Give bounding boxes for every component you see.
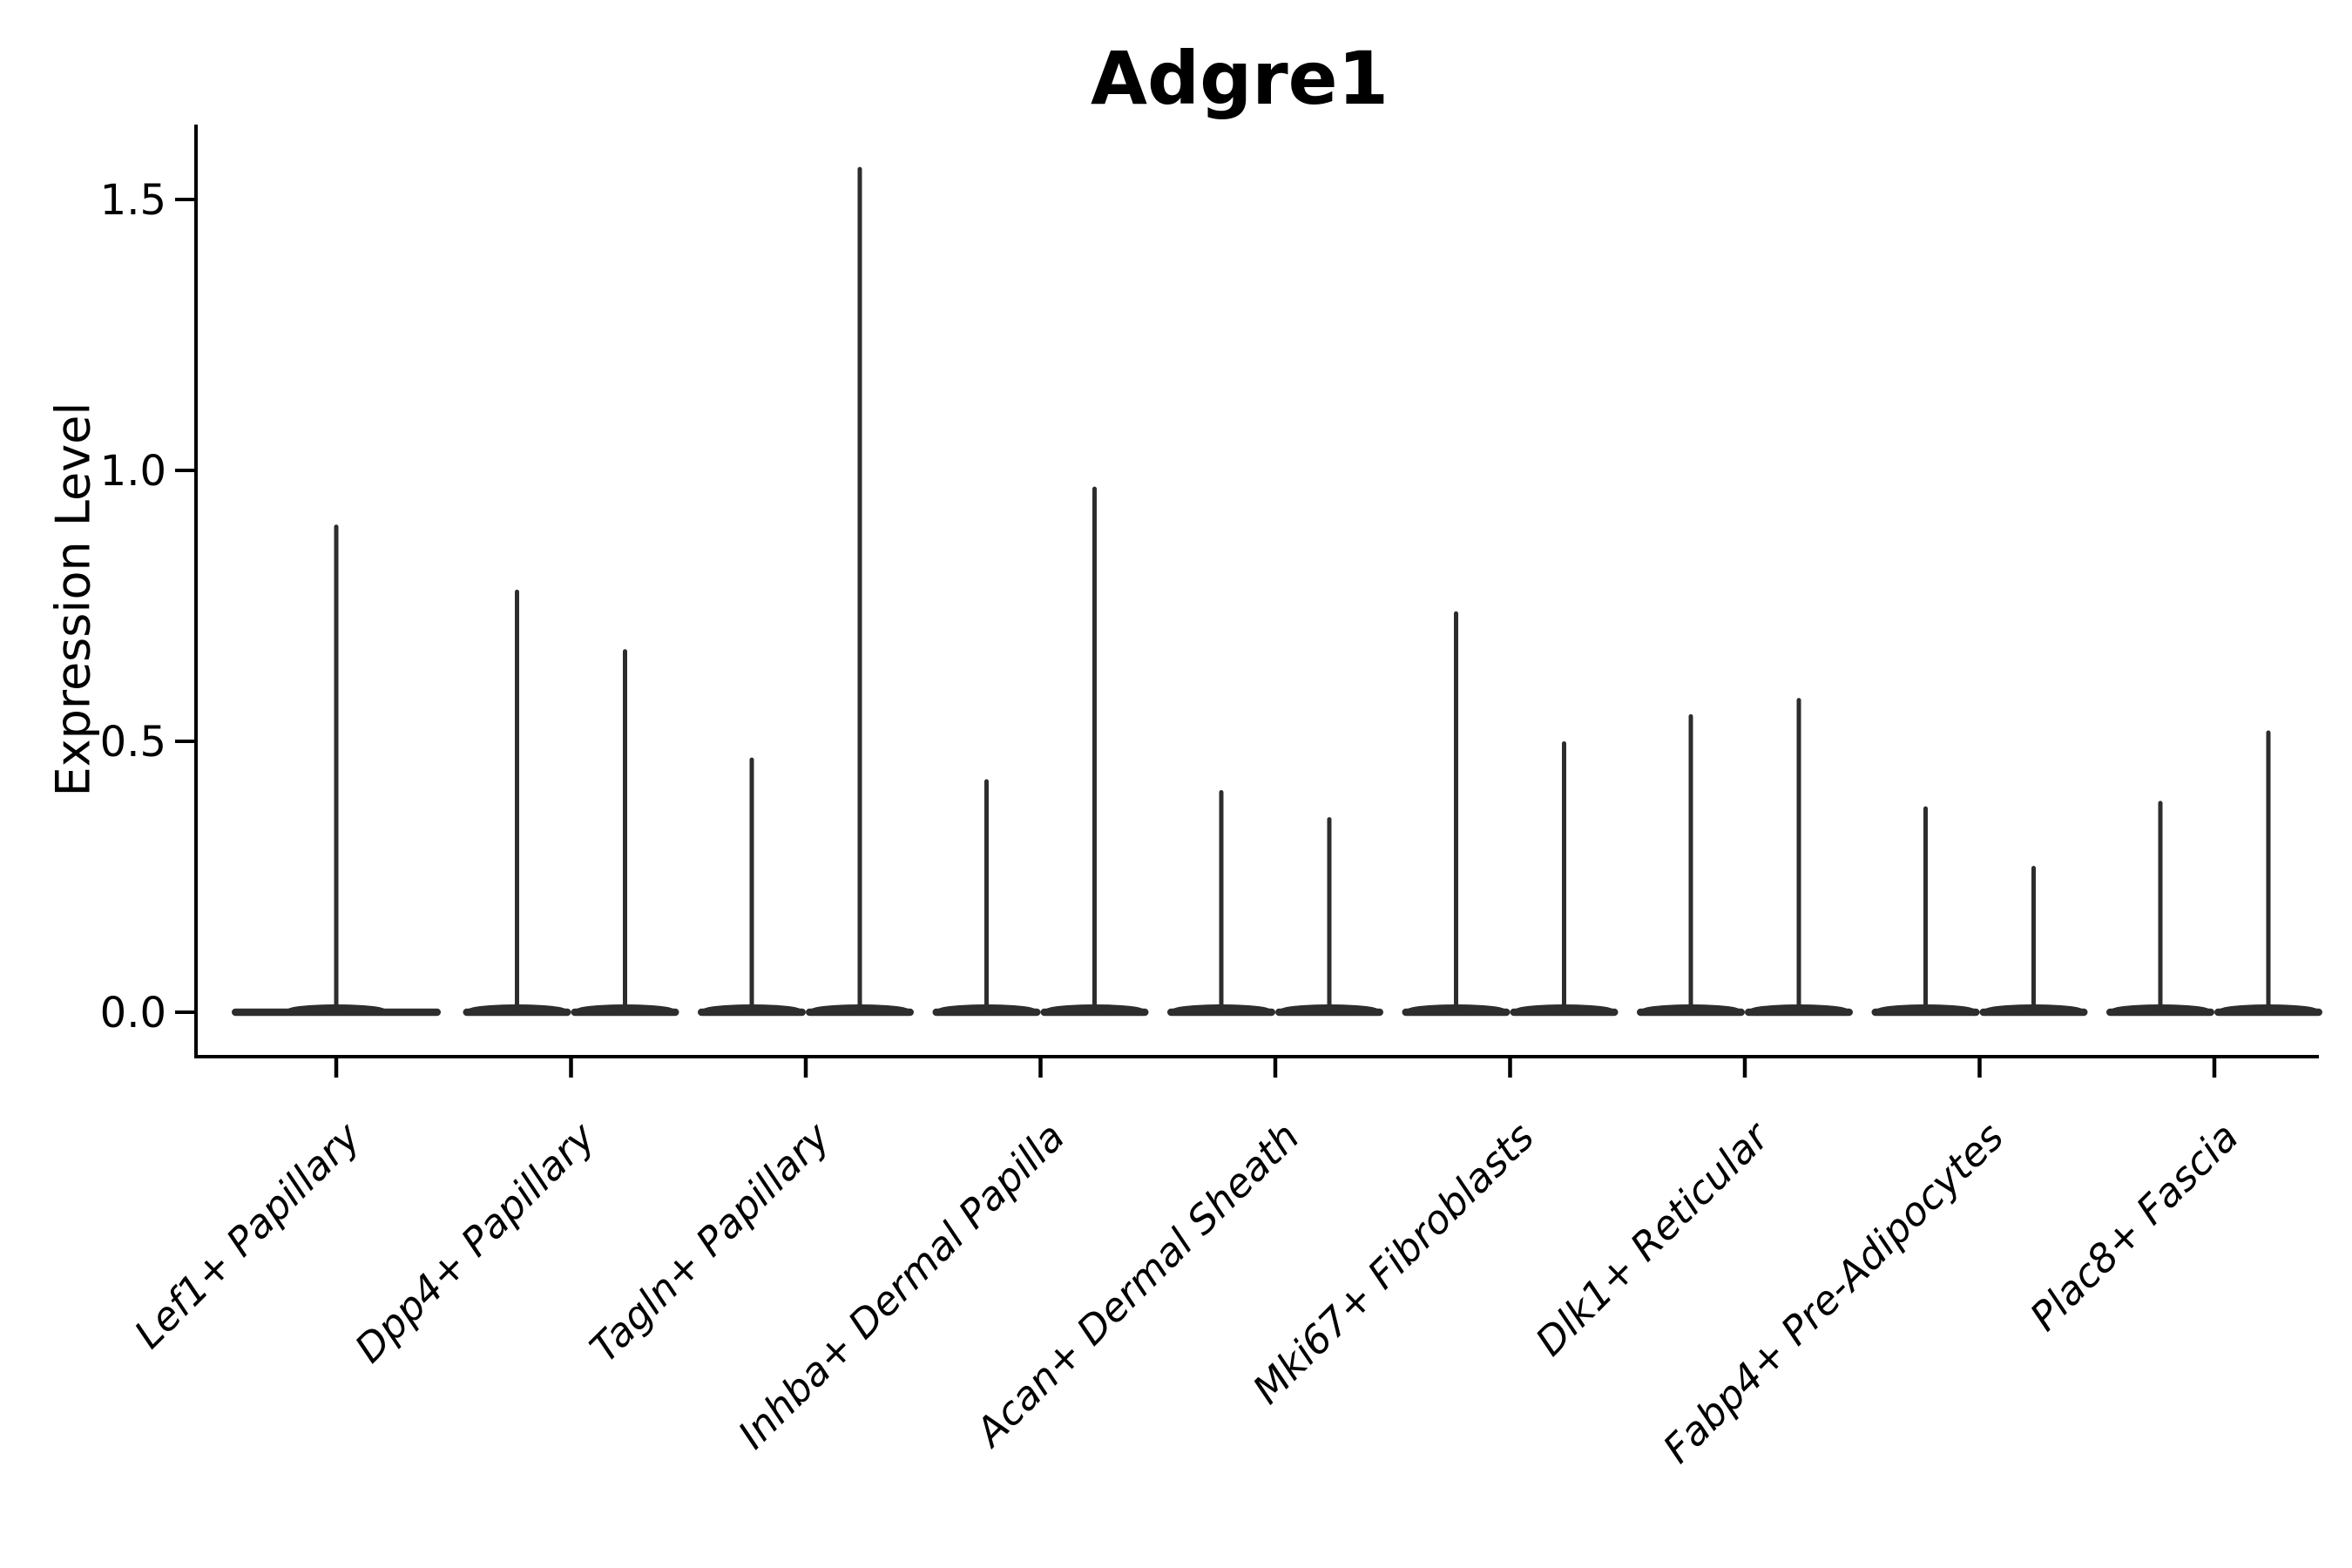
plot-title: Adgre1: [1090, 36, 1389, 121]
y-tick-label: 1.0: [100, 447, 166, 496]
x-tick-label: Lef1+ Papillary: [125, 1112, 370, 1357]
x-tick-label: Dlk1+ Reticular: [1526, 1112, 1779, 1365]
x-tick-label: Dpp4+ Papillary: [346, 1112, 605, 1371]
x-tick-label: Tagln+ Papillary: [581, 1112, 840, 1371]
y-tick-label: 0.0: [100, 989, 166, 1037]
y-axis-title: Expression Level: [45, 402, 101, 797]
y-tick-label: 0.5: [100, 718, 166, 767]
x-tick-label: Plac8+ Fascia: [2021, 1113, 2247, 1340]
y-tick-label: 1.5: [100, 176, 166, 225]
